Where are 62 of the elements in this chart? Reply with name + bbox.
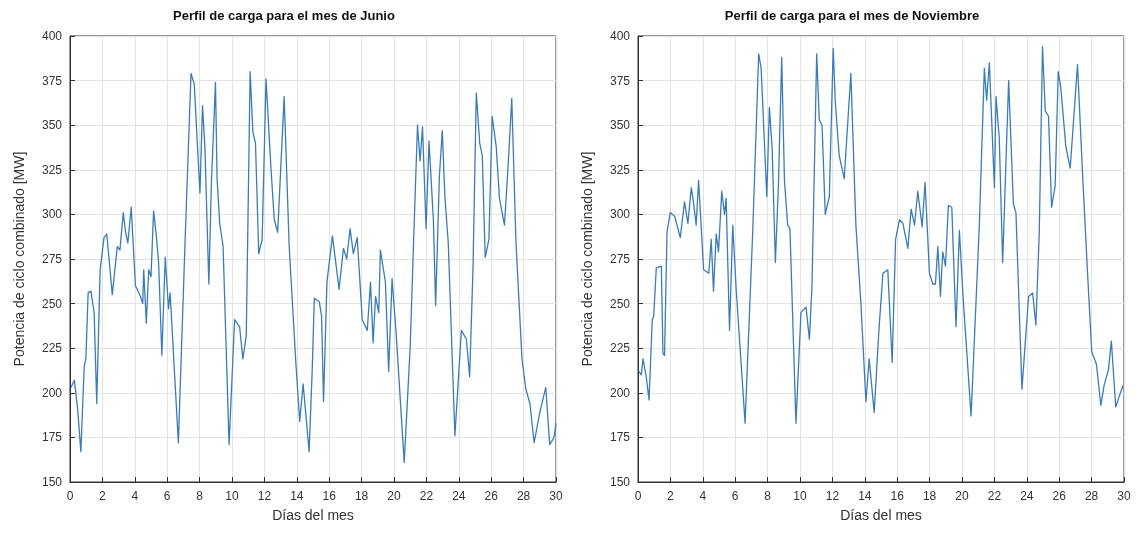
x-tick-label: 6: [163, 489, 171, 503]
x-tick-label: 16: [322, 489, 337, 503]
y-tick-label: 150: [609, 475, 631, 489]
x-tick-label: 30: [549, 489, 563, 503]
x-tick-label: 24: [1020, 489, 1034, 503]
x-tick-label: 30: [1117, 489, 1131, 503]
x-axis-title: Días del mes: [272, 507, 354, 523]
y-tick-label: 325: [41, 162, 63, 177]
y-tick-label: 275: [609, 252, 631, 266]
line-series: [638, 46, 1124, 424]
y-tick-label: 200: [609, 385, 631, 400]
y-tick-label: 300: [609, 207, 631, 222]
y-axis-title: Potencia de ciclo combinado [MW]: [11, 151, 27, 367]
x-tick-label: 10: [793, 489, 807, 503]
y-tick-label: 400: [41, 29, 63, 43]
x-tick-label: 10: [225, 489, 239, 503]
x-tick-label: 20: [955, 489, 969, 503]
y-tick-label: 250: [609, 296, 631, 311]
y-tick-label: 175: [41, 430, 63, 445]
x-tick-label: 2: [667, 489, 675, 503]
x-tick-label: 20: [387, 489, 401, 503]
y-tick-label: 375: [609, 73, 631, 88]
y-tick-label: 300: [41, 207, 63, 222]
x-tick-label: 26: [484, 489, 499, 503]
y-tick-label: 225: [609, 341, 631, 356]
x-tick-label: 6: [731, 489, 739, 503]
y-tick-label: 225: [41, 341, 63, 356]
x-tick-label: 28: [1084, 489, 1099, 503]
x-tick-label: 18: [354, 489, 369, 503]
line-series: [70, 71, 557, 464]
x-tick-label: 14: [290, 489, 304, 503]
y-tick-label: 350: [41, 118, 63, 133]
chart-title: Perfil de carga para el mes de Junio: [173, 8, 395, 23]
y-axis-title: Potencia de ciclo combinado [MW]: [579, 151, 595, 367]
x-tick-label: 4: [699, 489, 707, 503]
x-tick-label: 14: [858, 489, 872, 503]
x-tick-label: 28: [516, 489, 531, 503]
x-tick-label: 12: [257, 489, 272, 503]
x-tick-label: 18: [922, 489, 937, 503]
y-tick-label: 200: [41, 385, 63, 400]
y-tick-label: 375: [41, 73, 63, 88]
y-tick-label: 250: [41, 296, 63, 311]
chart-title: Perfil de carga para el mes de Noviembre: [724, 8, 980, 23]
y-tick-label: 325: [609, 162, 631, 177]
x-tick-label: 22: [419, 489, 434, 503]
x-axis-title: Días del mes: [840, 507, 922, 523]
x-tick-label: 4: [131, 489, 139, 503]
y-tick-label: 350: [609, 118, 631, 133]
x-tick-label: 0: [66, 489, 74, 503]
x-tick-label: 0: [634, 489, 642, 503]
x-tick-label: 24: [452, 489, 466, 503]
x-tick-label: 8: [196, 489, 204, 503]
x-tick-label: 26: [1052, 489, 1067, 503]
x-tick-label: 22: [987, 489, 1002, 503]
y-tick-label: 400: [609, 29, 631, 43]
x-tick-label: 2: [99, 489, 107, 503]
x-tick-label: 16: [890, 489, 905, 503]
x-tick-label: 12: [825, 489, 840, 503]
y-tick-label: 175: [609, 430, 631, 445]
y-tick-label: 275: [41, 252, 63, 266]
y-tick-label: 150: [41, 475, 63, 489]
x-tick-label: 8: [764, 489, 772, 503]
